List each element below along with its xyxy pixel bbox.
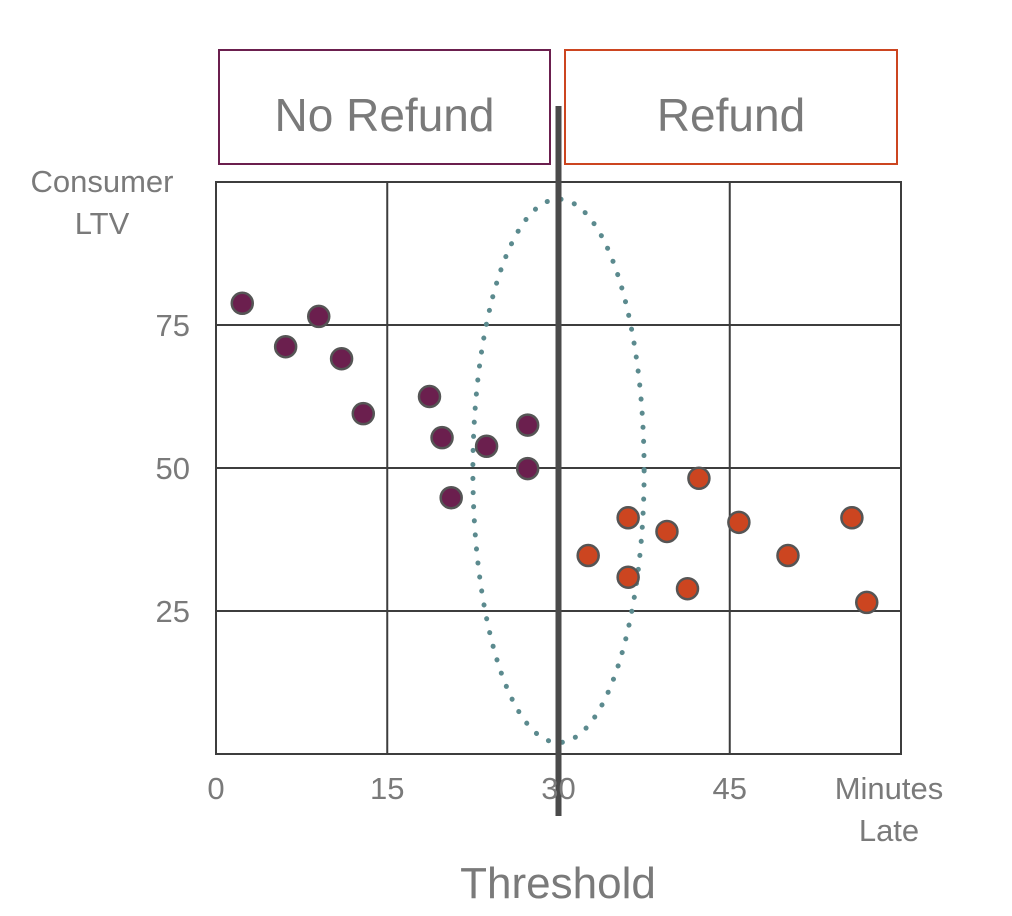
region-label-no-refund: No Refund [275,89,495,141]
data-point-no-refund [430,425,454,450]
data-point-refund [855,590,879,615]
y-tick-label: 25 [156,594,190,629]
data-point-no-refund [474,434,499,459]
x-tick-label: 15 [370,771,404,806]
data-point-refund [727,510,751,535]
x-tick-label: 0 [207,771,224,806]
x-tick-label: 30 [541,771,575,806]
data-point-refund [840,506,864,530]
data-point-no-refund [439,485,463,510]
x-tick-label: 45 [713,771,747,806]
region-box-no-refund [218,49,551,165]
region-box-refund [564,49,898,165]
data-point-no-refund [515,413,540,437]
x-axis-label-line2: Late [859,813,919,848]
data-point-no-refund [329,346,354,371]
region-label-refund: Refund [657,89,805,141]
data-point-refund [616,506,640,530]
data-point-refund [675,576,700,601]
data-point-refund [616,565,640,590]
x-axis-label-line1: Minutes [835,771,944,806]
data-point-no-refund [351,401,376,426]
y-tick-label: 75 [156,308,190,343]
y-tick-label: 50 [156,451,190,486]
data-points [230,291,879,615]
data-point-no-refund [515,456,540,481]
data-point-refund [655,519,679,544]
y-axis-label-line2: LTV [75,206,130,241]
data-point-refund [776,543,800,568]
threshold-band [470,196,647,746]
threshold-band-ellipse [470,196,647,746]
data-point-no-refund [230,291,255,316]
data-point-no-refund [417,384,442,409]
y-axis-label-line1: Consumer [31,164,174,199]
data-point-no-refund [307,304,331,329]
data-point-refund [687,466,711,491]
data-point-refund [576,543,600,568]
tick-labels: 0 15 30 45 25 50 75 [156,308,747,806]
data-point-no-refund [273,334,298,359]
threshold-label: Threshold [460,859,656,908]
region-labels: No Refund Refund [218,49,898,165]
